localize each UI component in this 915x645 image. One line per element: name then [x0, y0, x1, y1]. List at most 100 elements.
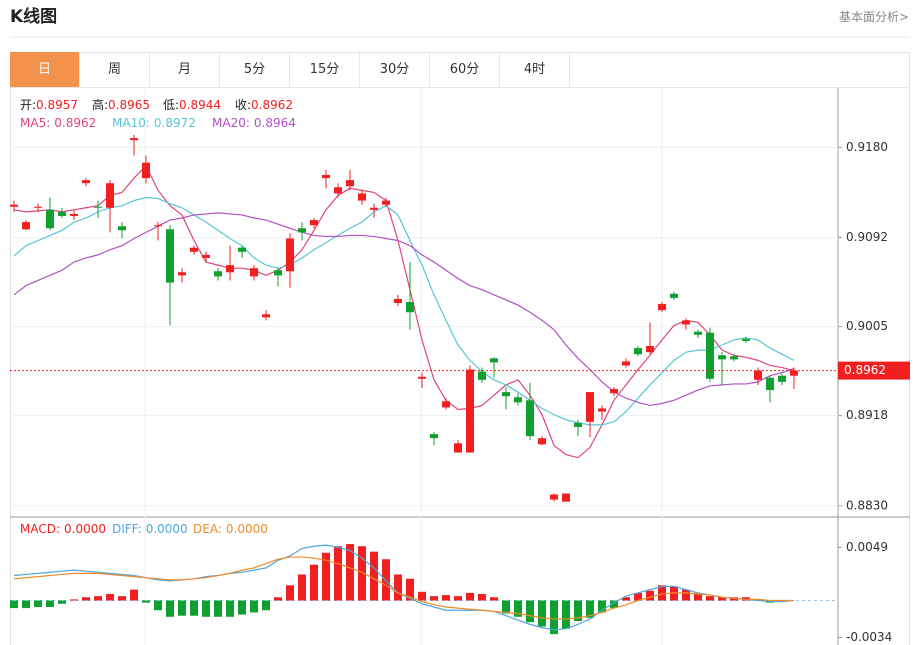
candle-body — [778, 375, 786, 382]
macd-bar — [286, 585, 294, 601]
macd-bar — [82, 597, 90, 601]
macd-bar — [502, 600, 510, 614]
ohlc-info: 收:0.8962 — [235, 98, 293, 112]
fundamentals-link[interactable]: 基本面分析> — [838, 10, 909, 24]
candle-body — [346, 180, 354, 187]
legend-name: MA5: — [20, 116, 50, 130]
ohlc-label: 高: — [92, 97, 108, 112]
macd-bar — [550, 600, 558, 635]
macd-bar — [214, 600, 222, 617]
macd-bar — [694, 592, 702, 601]
macd-bar — [514, 600, 522, 617]
series-line — [13, 544, 795, 631]
candle-body — [442, 401, 450, 408]
candle-body — [466, 369, 474, 453]
macd-bar — [166, 600, 174, 617]
y-tick-label: 0.0049 — [846, 540, 888, 554]
tab[interactable]: 月 — [150, 52, 220, 87]
legend-value: 0.8962 — [54, 116, 96, 130]
candle-body — [430, 434, 438, 439]
macd-bar — [310, 564, 318, 601]
tab[interactable]: 30分 — [360, 52, 430, 87]
tab[interactable]: 60分 — [430, 52, 500, 87]
candle-body — [370, 207, 378, 210]
macd-bar — [226, 600, 234, 617]
macd-bar — [586, 600, 594, 618]
macd-bar — [454, 596, 462, 601]
tab[interactable]: 日 — [10, 52, 80, 87]
candle-body — [586, 392, 594, 422]
candle-body — [694, 331, 702, 335]
macd-bar — [442, 595, 450, 601]
candle-body — [202, 254, 210, 258]
macd-bar — [142, 600, 150, 603]
candle-body — [766, 377, 774, 391]
candle-body — [226, 265, 234, 273]
candle-body — [394, 298, 402, 304]
series-line — [13, 196, 795, 426]
macd-bar — [250, 600, 258, 613]
macd-bar — [526, 600, 534, 623]
candle-body — [706, 332, 714, 379]
candle-body — [142, 162, 150, 179]
macd-bar — [154, 600, 162, 611]
macd-bar — [682, 589, 690, 601]
macd-bar — [430, 596, 438, 601]
candle-body — [490, 358, 498, 363]
ohlc-value: 0.8957 — [36, 98, 78, 112]
macd-bar — [238, 600, 246, 615]
macd-bar — [118, 596, 126, 601]
macd-bar — [46, 600, 54, 608]
macd-bar — [358, 546, 366, 601]
legend-entry: DIFF: 0.0000 — [112, 522, 188, 536]
tab[interactable]: 周 — [80, 52, 150, 87]
candle-body — [598, 408, 606, 412]
candle-body — [646, 346, 654, 353]
macd-bar — [658, 585, 666, 601]
legend-name: MACD: — [20, 522, 60, 536]
macd-bar — [406, 578, 414, 601]
macd-bar — [58, 600, 66, 604]
candle-body — [286, 238, 294, 272]
legend-entry: MA20: 0.8964 — [212, 116, 296, 130]
tab[interactable]: 4时 — [500, 52, 570, 87]
candle-body — [718, 355, 726, 360]
candle-body — [382, 200, 390, 205]
macd-bar — [394, 574, 402, 601]
tab[interactable]: 5分 — [220, 52, 290, 87]
ohlc-info: 低:0.8944 — [163, 98, 221, 112]
candle-body — [322, 175, 330, 179]
tab[interactable]: 15分 — [290, 52, 360, 87]
macd-bar — [418, 591, 426, 601]
candle-body — [166, 229, 174, 283]
ohlc-label: 低: — [163, 98, 179, 112]
macd-bar — [574, 600, 582, 622]
chart-frame — [10, 52, 910, 645]
candle-body — [454, 443, 462, 453]
ohlc-value: 0.8962 — [251, 98, 293, 112]
candle-body — [622, 361, 630, 366]
legend-entry: DEA: 0.0000 — [193, 522, 268, 536]
macd-bar — [718, 597, 726, 601]
legend-entry: MACD: 0.0000 — [20, 522, 106, 536]
macd-bar — [382, 559, 390, 601]
macd-bar — [598, 600, 606, 613]
candle-body — [130, 138, 138, 141]
macd-bar — [94, 596, 102, 601]
macd-bar — [106, 593, 114, 601]
candle-body — [610, 389, 618, 394]
candle-body — [526, 400, 534, 437]
candle-body — [574, 422, 582, 427]
legend-name: DIFF: — [112, 522, 142, 536]
macd-bar — [298, 574, 306, 601]
legend-name: MA10: — [112, 116, 150, 130]
ohlc-label: 开: — [20, 98, 36, 112]
series-line — [13, 556, 794, 620]
candle-body — [238, 247, 246, 252]
page-title: K线图 — [10, 6, 57, 27]
macd-bar — [562, 600, 570, 629]
macd-bar — [538, 600, 546, 627]
candle-body — [46, 209, 54, 229]
